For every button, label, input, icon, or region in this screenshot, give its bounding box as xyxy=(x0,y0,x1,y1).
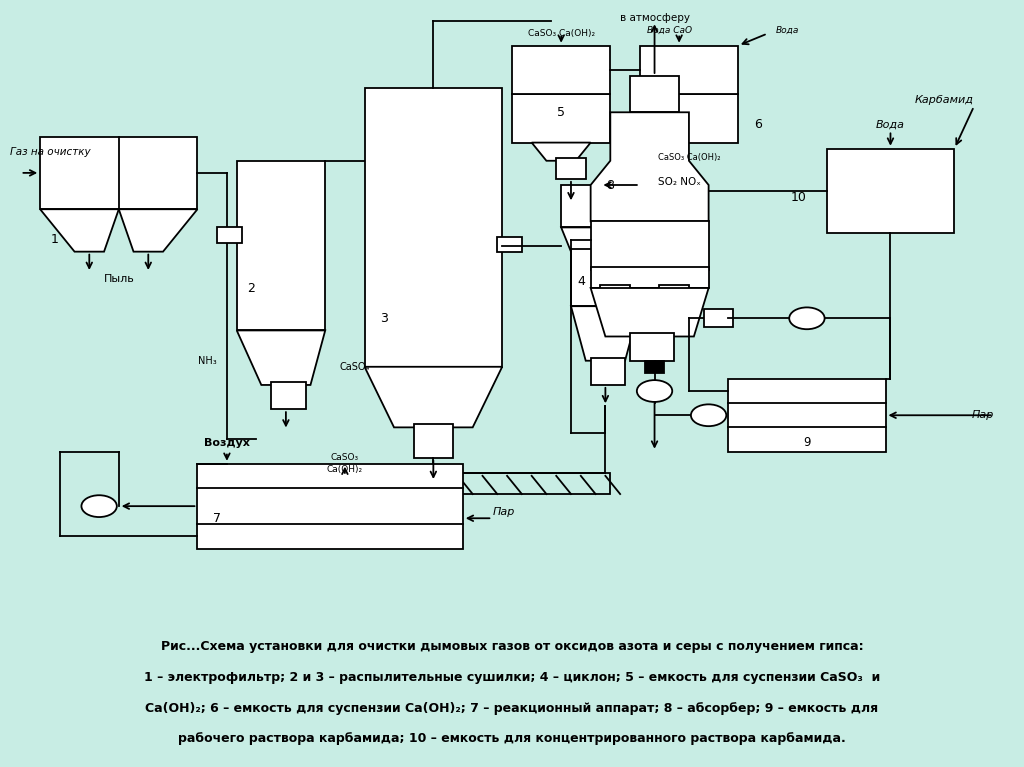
Text: Вода: Вода xyxy=(876,120,905,130)
Text: Пар: Пар xyxy=(972,410,993,420)
Bar xyxy=(645,360,665,373)
Polygon shape xyxy=(591,112,709,222)
Bar xyxy=(630,76,679,112)
Text: 3: 3 xyxy=(380,312,388,324)
Text: CaSO₃ Ca(OH)₂: CaSO₃ Ca(OH)₂ xyxy=(527,29,595,38)
Circle shape xyxy=(637,380,672,402)
Text: 2: 2 xyxy=(248,281,255,295)
Bar xyxy=(512,46,610,94)
Polygon shape xyxy=(591,288,709,337)
Text: Вода CaO: Вода CaO xyxy=(647,26,692,35)
Text: 1 – электрофильтр; 2 и 3 – распылительные сушилки; 4 – циклон; 5 – емкость для с: 1 – электрофильтр; 2 и 3 – распылительны… xyxy=(144,671,880,684)
Bar xyxy=(271,382,305,410)
Bar xyxy=(40,137,198,209)
Text: 1: 1 xyxy=(51,233,58,246)
Text: 8: 8 xyxy=(606,179,614,192)
Bar xyxy=(561,185,640,228)
Polygon shape xyxy=(237,331,326,385)
Circle shape xyxy=(691,404,726,426)
Bar xyxy=(640,94,738,143)
Text: CaSO₃ Ca(OH)₂: CaSO₃ Ca(OH)₂ xyxy=(657,153,720,163)
Polygon shape xyxy=(40,209,119,252)
Bar xyxy=(198,464,463,548)
Text: в атмосферу: в атмосферу xyxy=(620,13,689,23)
Bar xyxy=(365,88,502,367)
Circle shape xyxy=(790,308,824,329)
Bar xyxy=(217,228,242,242)
Bar xyxy=(630,334,674,360)
Bar xyxy=(640,46,738,94)
Bar xyxy=(498,236,522,252)
Text: 6: 6 xyxy=(754,118,762,131)
Bar xyxy=(600,285,630,306)
Bar xyxy=(556,158,586,179)
Bar xyxy=(659,285,689,306)
Polygon shape xyxy=(365,367,502,427)
Text: Карбамид: Карбамид xyxy=(915,95,974,105)
Bar xyxy=(591,357,625,385)
Text: NH₃: NH₃ xyxy=(199,356,217,366)
Text: SO₂ NOₓ: SO₂ NOₓ xyxy=(657,177,700,187)
Text: 9: 9 xyxy=(803,436,811,449)
Text: рабочего раствора карбамида; 10 – емкость для концентрированного раствора карбам: рабочего раствора карбамида; 10 – емкост… xyxy=(178,732,846,746)
Text: CaSO₃: CaSO₃ xyxy=(331,453,359,463)
Polygon shape xyxy=(571,306,640,360)
Text: Ca(OH)₂: Ca(OH)₂ xyxy=(327,466,362,474)
Text: Пар: Пар xyxy=(493,507,515,517)
Bar xyxy=(512,94,610,143)
Polygon shape xyxy=(531,143,591,161)
Bar xyxy=(286,472,610,494)
Bar xyxy=(591,222,709,270)
Text: Вода: Вода xyxy=(775,26,799,35)
Bar xyxy=(237,161,326,331)
Bar xyxy=(728,379,886,452)
Polygon shape xyxy=(119,209,198,252)
Bar xyxy=(414,424,453,458)
Circle shape xyxy=(82,495,117,517)
Bar xyxy=(571,249,640,306)
Text: Ca(OH)₂; 6 – емкость для суспензии Ca(OH)₂; 7 – реакционный аппарат; 8 – абсорбе: Ca(OH)₂; 6 – емкость для суспензии Ca(OH… xyxy=(145,702,879,715)
Text: 5: 5 xyxy=(557,106,565,119)
Text: Рис...Схема установки для очистки дымовых газов от оксидов азота и серы с получе: Рис...Схема установки для очистки дымовы… xyxy=(161,640,863,653)
Text: Пыль: Пыль xyxy=(103,274,134,284)
Text: CaSO₄: CaSO₄ xyxy=(340,362,371,372)
Text: 7: 7 xyxy=(213,512,221,525)
Bar xyxy=(591,267,709,288)
Bar xyxy=(703,309,733,328)
Text: 10: 10 xyxy=(791,191,807,203)
Polygon shape xyxy=(561,228,640,252)
Text: Воздух: Воздух xyxy=(204,437,250,447)
Bar xyxy=(826,149,954,233)
Text: Газ на очистку: Газ на очистку xyxy=(9,146,90,156)
Text: 4: 4 xyxy=(577,275,585,288)
